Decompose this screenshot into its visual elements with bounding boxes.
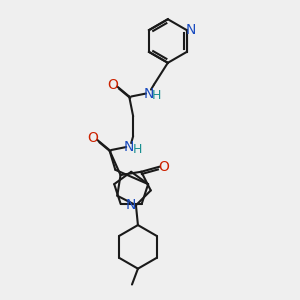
Text: N: N <box>144 86 154 100</box>
Text: O: O <box>107 78 118 92</box>
Text: N: N <box>185 23 196 37</box>
Text: N: N <box>124 140 134 154</box>
Text: H: H <box>152 89 162 102</box>
Text: H: H <box>132 142 142 155</box>
Text: O: O <box>159 160 170 174</box>
Text: O: O <box>87 131 98 145</box>
Text: N: N <box>126 198 136 212</box>
